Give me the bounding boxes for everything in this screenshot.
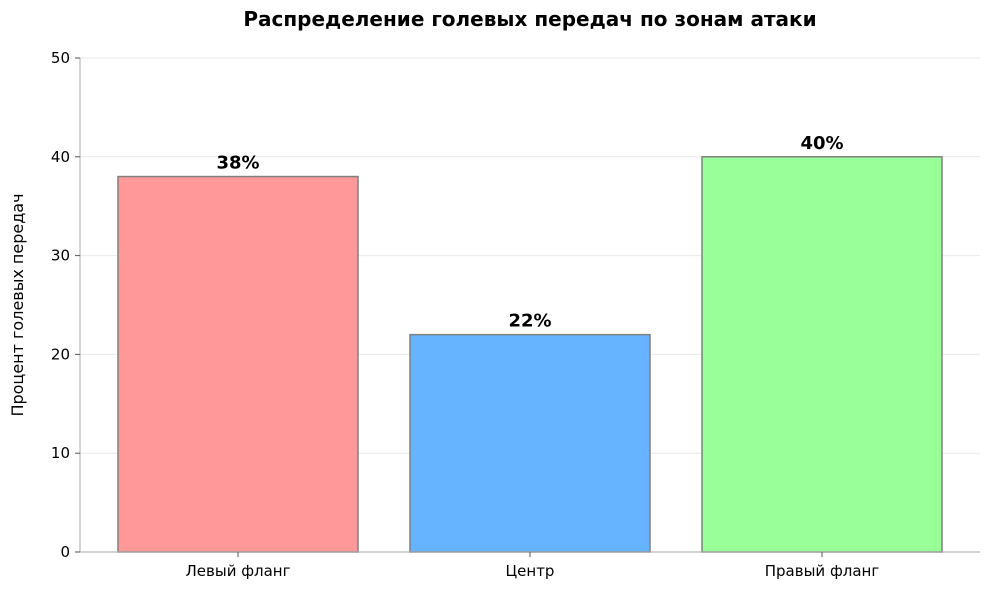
y-tick-label: 50	[51, 49, 70, 67]
chart-title: Распределение голевых передач по зонам а…	[243, 7, 816, 31]
y-tick-label: 40	[51, 148, 70, 166]
y-tick-label: 30	[51, 247, 70, 265]
x-tick-label: Центр	[506, 562, 555, 580]
bar	[409, 333, 651, 553]
data-label: 38%	[216, 153, 259, 174]
bar	[117, 175, 359, 553]
y-axis-label: Процент голевых передач	[8, 193, 27, 416]
y-tick-label: 0	[60, 543, 70, 561]
data-label: 22%	[508, 311, 551, 332]
y-ticks: 0 10 20 30 40 50	[51, 49, 80, 561]
data-label: 40%	[800, 133, 843, 154]
data-labels: 38% 22% 40%	[216, 133, 843, 332]
x-tick-label: Левый фланг	[186, 562, 291, 580]
bars	[117, 156, 943, 553]
y-tick-label: 20	[51, 345, 70, 363]
x-tick-label: Правый фланг	[765, 562, 880, 580]
y-tick-label: 10	[51, 444, 70, 462]
x-ticks: Левый фланг Центр Правый фланг	[186, 552, 880, 580]
bar	[701, 156, 943, 553]
